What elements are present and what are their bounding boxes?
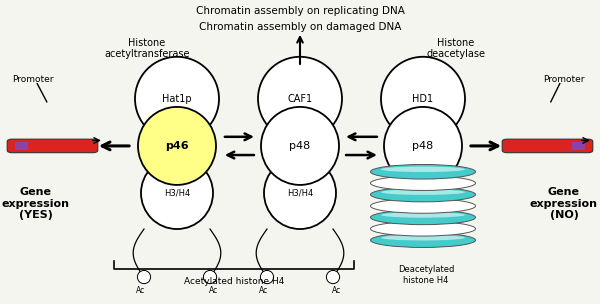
Ellipse shape	[384, 107, 462, 185]
Ellipse shape	[371, 210, 476, 225]
Ellipse shape	[203, 271, 217, 284]
Ellipse shape	[135, 57, 219, 141]
Ellipse shape	[137, 271, 151, 284]
Ellipse shape	[141, 157, 213, 229]
Ellipse shape	[264, 157, 336, 229]
Ellipse shape	[381, 212, 465, 218]
Text: Promoter: Promoter	[12, 74, 54, 84]
Text: CAF1: CAF1	[287, 94, 313, 104]
Ellipse shape	[381, 189, 465, 195]
Text: Chromatin assembly on damaged DNA: Chromatin assembly on damaged DNA	[199, 22, 401, 32]
Ellipse shape	[138, 107, 216, 185]
Text: Hat1p: Hat1p	[162, 94, 192, 104]
Ellipse shape	[381, 57, 465, 141]
Ellipse shape	[326, 271, 340, 284]
Ellipse shape	[381, 235, 465, 240]
Text: Histone
acetyltransferase: Histone acetyltransferase	[104, 38, 190, 60]
Text: p48: p48	[289, 141, 311, 151]
Ellipse shape	[381, 224, 465, 229]
Text: H3/H4: H3/H4	[287, 188, 313, 198]
Text: Ac: Ac	[259, 286, 268, 295]
Ellipse shape	[371, 176, 476, 190]
Text: Ac: Ac	[136, 286, 145, 295]
Text: Deacetylated
histone H4: Deacetylated histone H4	[398, 265, 454, 285]
Ellipse shape	[371, 233, 476, 247]
Bar	[572, 142, 585, 150]
Text: Gene
expression
(YES): Gene expression (YES)	[2, 187, 70, 220]
Text: Promoter: Promoter	[543, 74, 585, 84]
Text: Ac: Ac	[332, 286, 341, 295]
Text: p48: p48	[412, 141, 434, 151]
Ellipse shape	[371, 187, 476, 202]
Ellipse shape	[261, 107, 339, 185]
FancyBboxPatch shape	[7, 139, 98, 153]
Text: HD1: HD1	[412, 94, 434, 104]
Ellipse shape	[371, 164, 476, 179]
Ellipse shape	[371, 199, 476, 213]
Ellipse shape	[258, 57, 342, 141]
Bar	[15, 142, 28, 150]
Text: p46: p46	[165, 141, 189, 151]
Text: Acetylated histone H4: Acetylated histone H4	[184, 277, 284, 286]
Text: Gene
expression
(NO): Gene expression (NO)	[530, 187, 598, 220]
Text: Chromatin assembly on replicating DNA: Chromatin assembly on replicating DNA	[196, 6, 404, 16]
FancyBboxPatch shape	[502, 139, 593, 153]
Ellipse shape	[371, 221, 476, 236]
Ellipse shape	[381, 167, 465, 172]
Ellipse shape	[381, 178, 465, 184]
Ellipse shape	[381, 201, 465, 206]
Text: H3/H4: H3/H4	[164, 188, 190, 198]
Text: Histone
deacetylase: Histone deacetylase	[427, 38, 485, 60]
Text: Ac: Ac	[209, 286, 218, 295]
Ellipse shape	[260, 271, 274, 284]
